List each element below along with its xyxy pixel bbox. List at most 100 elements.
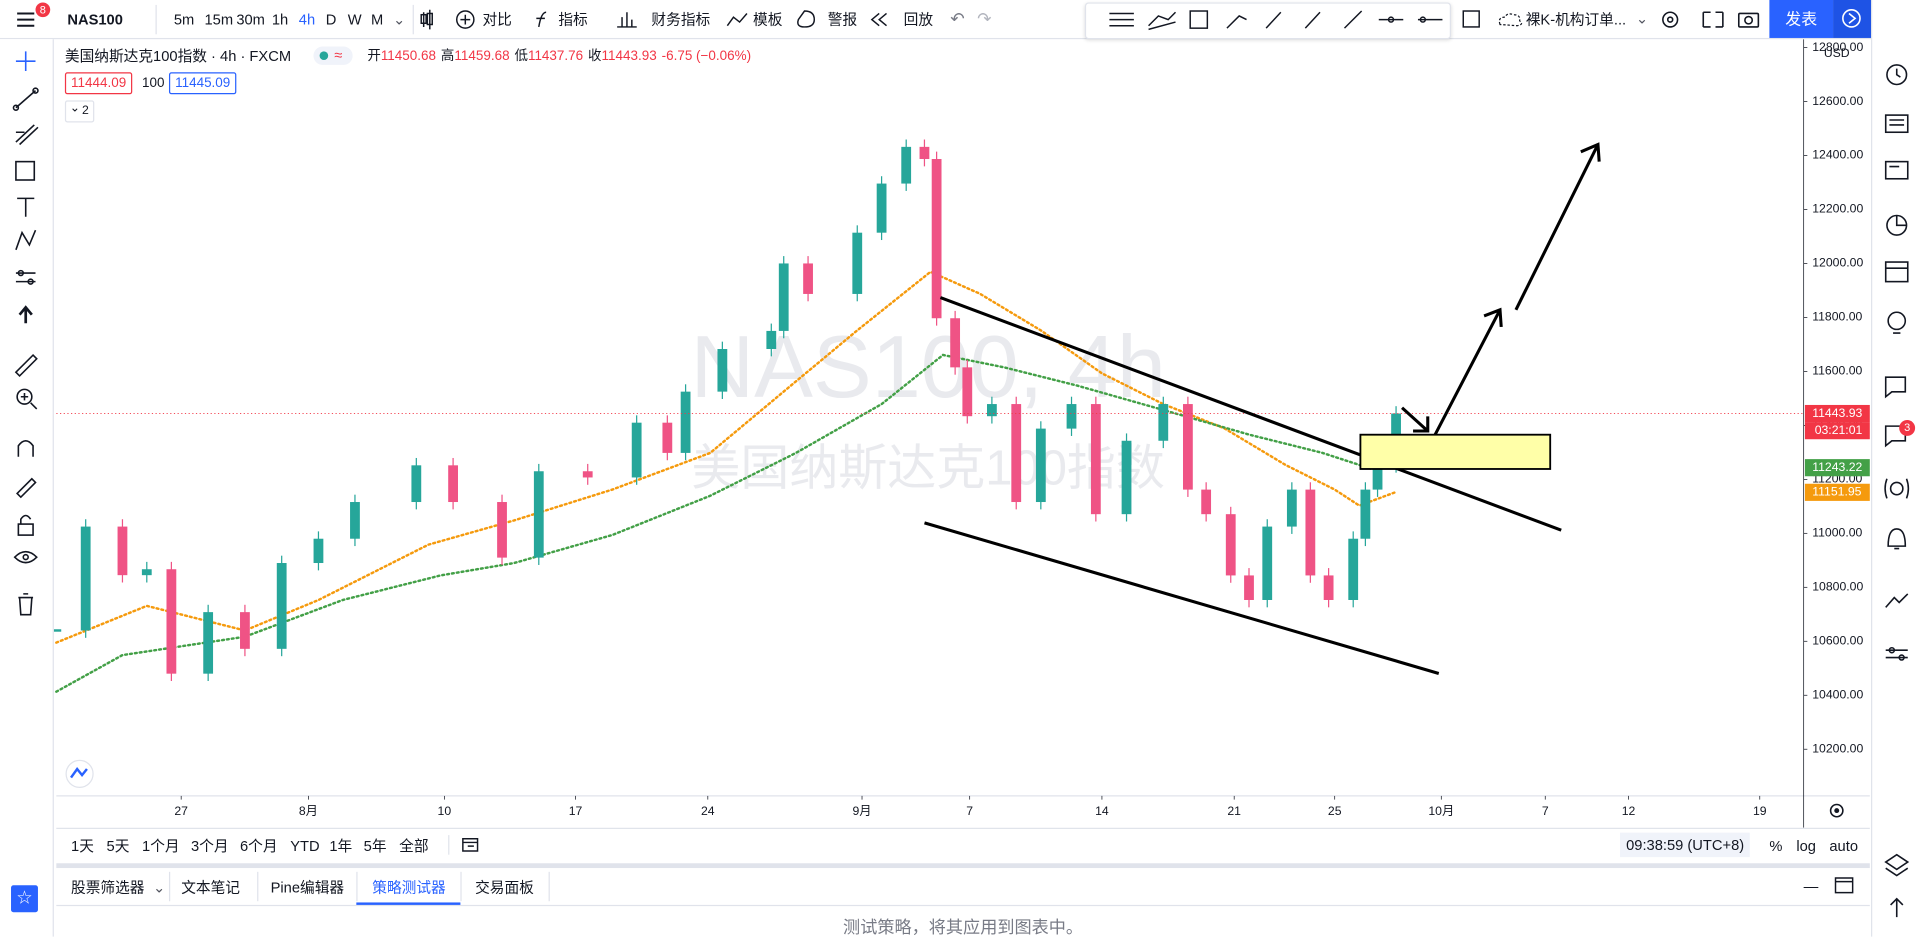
candle: [141, 569, 152, 576]
ohlc-label: 开: [367, 48, 381, 64]
panel-tab[interactable]: Pine编辑器: [270, 879, 345, 897]
range-button[interactable]: 1个月: [142, 837, 180, 855]
scale-option[interactable]: %: [1769, 837, 1783, 855]
panel-tab[interactable]: 交易面板: [475, 879, 534, 897]
scale-option[interactable]: log: [1796, 837, 1816, 855]
zone-box[interactable]: [1359, 433, 1552, 470]
x-tick-label: 17: [569, 804, 583, 818]
settings-icon[interactable]: [1829, 803, 1844, 818]
redo[interactable]: ↷: [977, 8, 992, 29]
candle: [1182, 404, 1193, 490]
toolbar-item[interactable]: 财务指标: [651, 11, 711, 29]
interval-dropdown[interactable]: ⌄: [393, 11, 406, 29]
currency: USD: [1824, 46, 1850, 60]
panel-message: 测试策略，将其应用到图表中。: [843, 917, 1084, 937]
arrow[interactable]: [1433, 307, 1503, 436]
collapse-button[interactable]: ⌄ 2: [64, 100, 95, 123]
interval[interactable]: M: [371, 11, 384, 29]
ohlc: 开11450.68 高11459.68 低11437.76 收11443.93 -6.7…: [367, 47, 751, 67]
y-tick-label: 11600.00: [1812, 364, 1862, 378]
tab-dropdown[interactable]: ⌄: [153, 879, 166, 897]
trend-line[interactable]: [924, 521, 1440, 675]
candle: [411, 465, 422, 503]
sidebar-icons[interactable]: [1881, 54, 1913, 936]
range-button[interactable]: 5天: [106, 837, 130, 855]
candle: [448, 465, 458, 503]
play-button[interactable]: [1833, 0, 1872, 38]
minimize[interactable]: —: [1803, 877, 1819, 896]
range-button[interactable]: 1年: [329, 837, 353, 855]
status-badge: ≈: [313, 46, 353, 65]
interval[interactable]: 15m: [204, 11, 234, 29]
candle: [1201, 489, 1212, 515]
countdown: 03:21:01: [1815, 423, 1863, 437]
arrow[interactable]: [1514, 142, 1601, 311]
drawing-tools[interactable]: [1087, 5, 1445, 34]
range-button[interactable]: YTD: [290, 837, 320, 855]
interval[interactable]: 1h: [271, 11, 289, 29]
menu-icon[interactable]: [15, 10, 37, 30]
layout-name[interactable]: 裸K-机构订单...: [1525, 11, 1627, 29]
publish-button[interactable]: 发表: [1769, 0, 1834, 38]
toolbar-item[interactable]: 指标: [558, 11, 588, 29]
interval[interactable]: D: [325, 11, 337, 29]
toolbar-item[interactable]: 警报: [827, 11, 858, 29]
candle: [240, 612, 250, 649]
x-tick-label: 21: [1227, 804, 1241, 818]
range-button[interactable]: 全部: [399, 837, 429, 855]
x-tick-label: 14: [1095, 804, 1109, 818]
ohlc-value: 11450.68: [380, 48, 437, 64]
layout-dropdown[interactable]: ⌄: [1635, 9, 1649, 27]
arrow[interactable]: [1401, 406, 1430, 433]
y-tick-label: 12600.00: [1812, 94, 1863, 108]
panel-tab[interactable]: 策略测试器: [372, 879, 446, 897]
toolbar-icons: [420, 9, 888, 30]
interval[interactable]: 5m: [173, 11, 195, 29]
range-button[interactable]: 3个月: [191, 837, 229, 855]
symbol[interactable]: NAS100: [67, 11, 123, 29]
candle: [1035, 428, 1046, 503]
maximize[interactable]: [1834, 877, 1854, 894]
candle: [778, 263, 789, 331]
candle: [680, 391, 691, 453]
candle: [203, 612, 214, 674]
goto-date[interactable]: [460, 835, 480, 855]
tool-icons[interactable]: [7, 47, 44, 623]
candle: [876, 183, 887, 233]
candle: [1011, 404, 1022, 503]
candle: [803, 263, 813, 294]
settings-tools[interactable]: [1658, 7, 1768, 31]
toolbar-item[interactable]: 回放: [903, 11, 934, 29]
undo[interactable]: ↶: [950, 8, 965, 29]
clock[interactable]: 09:38:59 (UTC+8): [1620, 832, 1751, 858]
price-label-bg: [1804, 483, 1870, 501]
candle: [1121, 440, 1132, 515]
x-tick-label: 25: [1328, 804, 1342, 818]
toolbar-item[interactable]: 模板: [753, 11, 783, 29]
range-button[interactable]: 1天: [71, 837, 94, 855]
interval[interactable]: 4h: [298, 11, 316, 29]
ask[interactable]: 11445.09: [168, 72, 237, 95]
separator: [460, 871, 462, 902]
interval[interactable]: 30m: [236, 11, 265, 29]
left-toolbar: [0, 39, 54, 937]
ohlc-label: 收: [588, 48, 602, 64]
price-label: 11151.95: [1812, 485, 1861, 499]
panel-tab[interactable]: 股票筛选器: [71, 879, 145, 897]
candle: [166, 569, 177, 674]
x-tick-label: 9月: [852, 804, 871, 818]
scale-option[interactable]: auto: [1829, 837, 1858, 855]
toolbar-item[interactable]: 对比: [482, 11, 512, 29]
range-button[interactable]: 5年: [363, 837, 387, 855]
layout-icons[interactable]: [1461, 9, 1645, 31]
range-button[interactable]: 6个月: [240, 837, 278, 855]
interval[interactable]: W: [347, 11, 362, 29]
bid[interactable]: 11444.09: [64, 72, 133, 95]
legend-name: 美国纳斯达克100指数 · 4h · FXCM: [64, 47, 292, 65]
panel-tab[interactable]: 文本笔记: [181, 879, 241, 897]
trend-line[interactable]: [939, 296, 1562, 532]
x-tick-label: 27: [174, 804, 188, 818]
star-button[interactable]: ☆: [11, 885, 38, 913]
y-tick-label: 10400.00: [1812, 687, 1863, 701]
